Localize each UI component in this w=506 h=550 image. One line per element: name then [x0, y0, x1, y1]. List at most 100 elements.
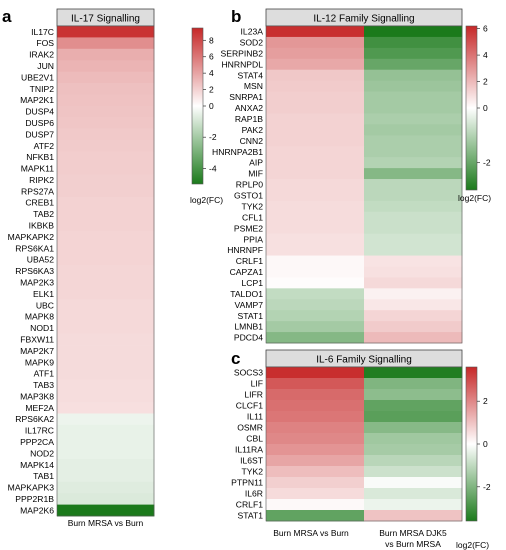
colorbar-c: 2 0 -2 log2(FC) — [456, 366, 491, 550]
heatmap-cell — [266, 378, 365, 390]
row-label: SNRPA1 — [229, 92, 263, 102]
row-labels-a: IL17CFOSIRAK2JUNUBE2V1TNIP2MAP2K1DUSP4DU… — [8, 27, 55, 516]
row-label: MAP2K7 — [20, 346, 54, 356]
heatmap-cell — [364, 168, 463, 180]
heatmap-cell — [57, 345, 155, 357]
panel-c: c IL-6 Family Signalling SOCS3LIFLIFRCLC… — [231, 349, 491, 550]
row-label: PPIA — [243, 234, 263, 244]
row-label: MAP3K8 — [20, 391, 54, 401]
heatmap-cell — [364, 332, 463, 344]
row-label: PPP2CA — [20, 437, 54, 447]
row-label: CREB1 — [25, 198, 54, 208]
heatmap-cell — [57, 82, 155, 95]
heatmap-cell — [266, 411, 365, 423]
heatmap-cell — [266, 299, 365, 311]
heatmap-cell — [57, 288, 155, 300]
row-label: ATF1 — [34, 369, 55, 379]
row-label: MIF — [248, 169, 263, 179]
row-label: RAP1B — [235, 114, 263, 124]
heatmap-cell — [57, 219, 155, 232]
colorbar-tick-label: 4 — [209, 68, 214, 78]
heatmap-cell — [266, 477, 365, 489]
heatmap-cell — [57, 174, 155, 186]
row-label: IRAK2 — [29, 50, 54, 60]
heatmap-cell — [364, 36, 463, 49]
heatmap-cell — [57, 390, 155, 403]
heatmap-cell — [266, 266, 365, 278]
colorbar-tick-label: 8 — [209, 35, 214, 45]
colorbar-label: log2(FC) — [458, 193, 491, 203]
row-label: IL11RA — [235, 445, 263, 455]
row-label: STAT4 — [238, 70, 264, 80]
row-label: LIF — [251, 379, 263, 389]
row-label: CLCF1 — [236, 401, 263, 411]
heatmap-cell — [364, 488, 463, 500]
row-label: PAK2 — [242, 125, 264, 135]
heatmap-cell — [266, 321, 365, 333]
heatmap-cell — [364, 321, 463, 333]
row-label: IL17C — [31, 27, 54, 37]
colorbar-tick-label: 0 — [483, 439, 488, 449]
heatmap-cell — [364, 47, 463, 60]
row-label: AIP — [249, 158, 263, 168]
row-label: TAB1 — [33, 471, 54, 481]
row-label: CAPZA1 — [230, 267, 264, 277]
heatmap-cell — [266, 189, 365, 202]
heatmap-cell — [364, 200, 463, 213]
row-label: DUSP6 — [25, 118, 54, 128]
heatmap-cell — [364, 299, 463, 311]
heatmap-cell — [266, 47, 365, 60]
heatmap-cell — [364, 455, 463, 467]
row-label: TYK2 — [242, 467, 264, 477]
heatmap-cell — [364, 58, 463, 71]
heatmap-cell — [266, 389, 365, 401]
colorbar-tick-label: -4 — [209, 163, 217, 173]
heatmap-cell — [57, 60, 155, 72]
heatmap-cell — [57, 481, 155, 494]
heatmap-cell — [266, 91, 365, 103]
heatmap-cell — [364, 157, 463, 169]
row-label: MSN — [244, 81, 263, 91]
heatmap-cell — [266, 102, 365, 114]
row-label: RPS6KA3 — [15, 266, 54, 276]
heatmap-cell — [364, 411, 463, 423]
row-label: TYK2 — [242, 201, 264, 211]
heatmap-cell — [266, 466, 365, 478]
heatmap-cell — [266, 488, 365, 500]
heatmap-cell — [364, 477, 463, 489]
row-label: MAPK9 — [25, 357, 54, 367]
heatmap-cell — [57, 139, 155, 152]
row-label: ANXA2 — [235, 103, 263, 113]
heatmap-cell — [57, 379, 155, 392]
heatmap-cell — [364, 233, 463, 246]
row-label: UBA52 — [27, 255, 54, 265]
heatmap-cell — [266, 367, 365, 379]
row-label: MAP2K6 — [20, 505, 54, 515]
row-label: IKBKB — [29, 221, 55, 231]
column-label-a-0: Burn MRSA vs Burn — [68, 518, 144, 528]
heatmap-cell — [266, 332, 365, 344]
row-label: IL6ST — [240, 456, 264, 466]
heatmap-cell — [266, 255, 365, 267]
colorbar-tick-label: 6 — [483, 24, 488, 34]
row-label: LCP1 — [242, 278, 264, 288]
heatmap-cell — [57, 447, 155, 460]
colorbar-a: 8 6 4 2 0 -2 -4 log2(FC) — [190, 27, 223, 205]
heatmap-cell — [266, 310, 365, 322]
heatmap-cell — [266, 233, 365, 246]
row-label: NFKB1 — [26, 152, 54, 162]
row-label: FOS — [36, 38, 54, 48]
heatmap-cell — [57, 310, 155, 323]
row-label: CRLF1 — [236, 256, 263, 266]
heatmap-cell — [364, 310, 463, 322]
heatmap-cell — [364, 499, 463, 511]
heatmap-cell — [266, 146, 365, 158]
heatmap-cell — [266, 179, 365, 191]
row-label: MAPK11 — [21, 164, 54, 174]
heatmap-frame — [56, 25, 155, 517]
heatmap-cell — [266, 157, 365, 169]
heatmap-cell — [266, 80, 365, 92]
row-label: RPLP0 — [236, 180, 263, 190]
row-label: GSTO1 — [234, 191, 263, 201]
